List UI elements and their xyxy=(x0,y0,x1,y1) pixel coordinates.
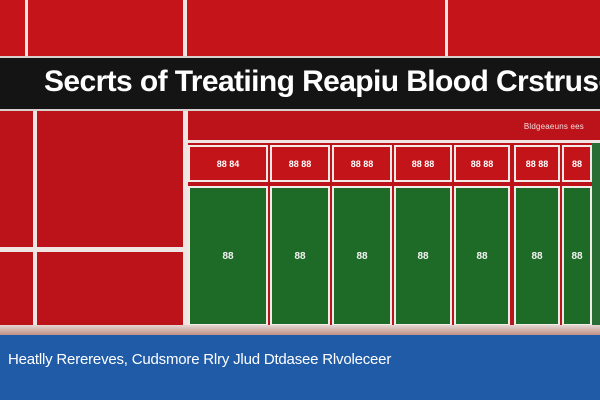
panel-body: 88 xyxy=(188,186,268,326)
top-red-band xyxy=(0,0,600,56)
title-bar: Secrts of Treatiing Reapiu Blood Crstrus… xyxy=(0,56,600,111)
panel-header: 88 88 xyxy=(514,145,560,182)
vertical-divider xyxy=(183,111,188,325)
edge-panel xyxy=(592,143,600,325)
panel-body: 88 xyxy=(270,186,330,326)
vertical-divider xyxy=(33,111,37,325)
page-title: Secrts of Treatiing Reapiu Blood Crstrus… xyxy=(44,65,600,98)
panel-body: 88 xyxy=(332,186,392,326)
vertical-divider xyxy=(445,0,448,56)
footer-text: Heatlly Rerereves, Cudsmore Rlry Jlud Dt… xyxy=(8,351,392,368)
panel-header: 88 xyxy=(562,145,592,182)
panel-body: 88 xyxy=(394,186,452,326)
horizontal-divider xyxy=(187,140,600,143)
panel-header: 88 84 xyxy=(188,145,268,182)
panel-header: 88 88 xyxy=(332,145,392,182)
panel-ledge xyxy=(0,325,600,335)
panel-body: 88 xyxy=(454,186,510,326)
horizontal-divider xyxy=(0,247,186,252)
panel-header: 88 88 xyxy=(394,145,452,182)
footer-banner: Heatlly Rerereves, Cudsmore Rlry Jlud Dt… xyxy=(0,335,600,400)
panel-header: 88 88 xyxy=(454,145,510,182)
panel-body: 88 xyxy=(562,186,592,326)
vertical-divider xyxy=(25,0,28,56)
panel-header: 88 88 xyxy=(270,145,330,182)
vertical-divider xyxy=(183,0,187,56)
panel-body: 88 xyxy=(514,186,560,326)
subtitle-text: Bldgeaeuns ees xyxy=(523,122,584,131)
